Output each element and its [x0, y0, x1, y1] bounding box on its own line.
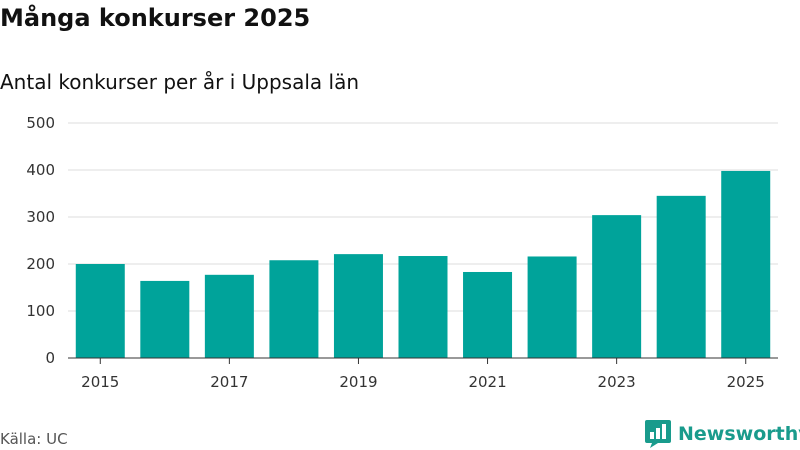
source-note: Källa: UC	[0, 430, 68, 448]
bar-2022	[527, 256, 577, 358]
newsworthy-logo-icon	[645, 420, 671, 448]
bar-2018	[269, 260, 319, 358]
axes: 0 100 200 300 400 500 2015 2017 2019 2021 2023 2025	[26, 114, 778, 391]
x-tick-label: 2015	[81, 373, 119, 391]
brand-logo: Newsworthy	[644, 419, 800, 449]
chart-subtitle: Antal konkurser per år i Uppsala län	[0, 70, 360, 94]
y-tick-label: 100	[26, 302, 55, 320]
y-tick-label: 200	[26, 255, 55, 273]
bar-2016	[140, 280, 190, 358]
bars	[75, 170, 771, 358]
chart-title: Många konkurser 2025	[0, 4, 311, 32]
bar-2020	[398, 256, 448, 358]
y-tick-label: 500	[26, 114, 55, 132]
x-tick-label: 2017	[210, 373, 248, 391]
y-tick-label: 300	[26, 208, 55, 226]
bar-2025	[721, 170, 771, 358]
bar-2021	[463, 271, 513, 358]
x-tick-label: 2019	[339, 373, 377, 391]
bar-2015	[75, 264, 125, 358]
bar-2017	[204, 274, 254, 358]
bar-2023	[592, 215, 642, 358]
y-tick-label: 400	[26, 161, 55, 179]
x-tick-label: 2021	[468, 373, 506, 391]
x-tick-label: 2023	[598, 373, 636, 391]
bar-2019	[333, 254, 383, 358]
x-tick-label: 2025	[727, 373, 765, 391]
bar-chart: 0 100 200 300 400 500 2015 2017 2019 2021 2023 2025	[26, 114, 778, 391]
brand-name: Newsworthy	[678, 423, 800, 445]
y-tick-label: 0	[45, 349, 55, 367]
bar-2024	[656, 195, 706, 358]
